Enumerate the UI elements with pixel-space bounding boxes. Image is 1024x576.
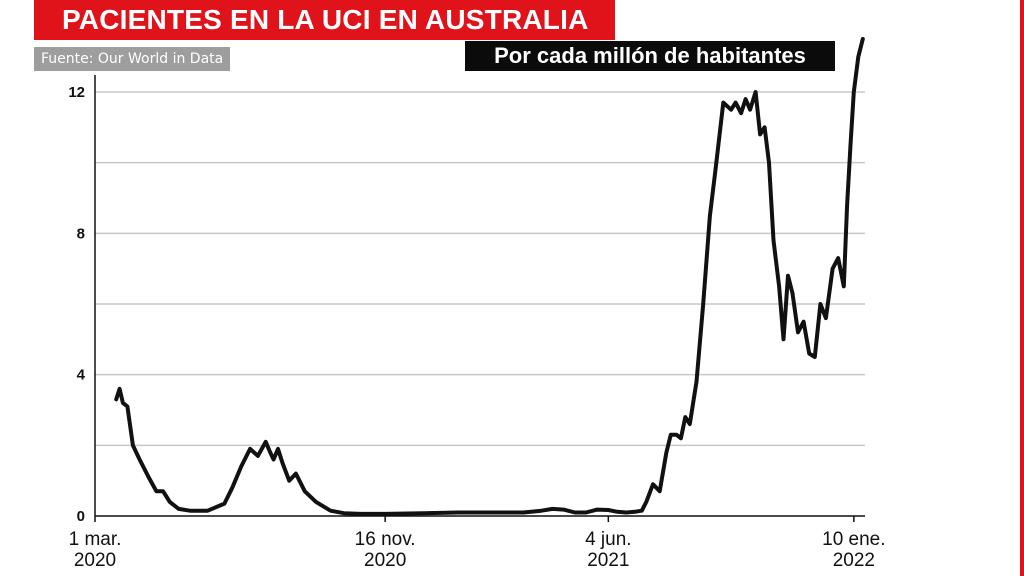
- x-tick-label-year: 2022: [833, 550, 875, 571]
- y-tick-label: 0: [77, 508, 85, 525]
- x-tick-label: 4 jun.: [585, 529, 631, 550]
- y-tick-label: 8: [77, 225, 85, 242]
- chart-subtitle: Por cada millón de habitantes: [494, 43, 806, 68]
- x-tick-label: 16 nov.: [355, 529, 416, 550]
- y-tick-label: 12: [68, 84, 85, 101]
- subtitle-tag: Por cada millón de habitantes: [465, 41, 835, 71]
- y-tick-label: 4: [77, 367, 86, 384]
- axes: [94, 75, 865, 517]
- x-tick-label-year: 2021: [587, 550, 629, 571]
- x-tick-label-year: 2020: [74, 550, 116, 571]
- y-tick-labels: 0 4 8 12: [68, 84, 85, 525]
- grid-lines: [95, 91, 865, 447]
- right-edge-accent: [1020, 0, 1024, 576]
- source-label: Fuente: Our World in Data: [41, 51, 224, 67]
- chart-title: PACIENTES EN LA UCI EN AUSTRALIA: [62, 4, 589, 35]
- x-tick-label-year: 2020: [364, 550, 406, 571]
- chart-title-bar: PACIENTES EN LA UCI EN AUSTRALIA: [34, 0, 615, 40]
- source-tag: Fuente: Our World in Data: [34, 47, 231, 71]
- series-line: [114, 37, 865, 516]
- x-tick-label: 10 ene.: [822, 529, 885, 550]
- x-tick-label: 1 mar.: [69, 529, 122, 550]
- series-layer: [114, 37, 865, 516]
